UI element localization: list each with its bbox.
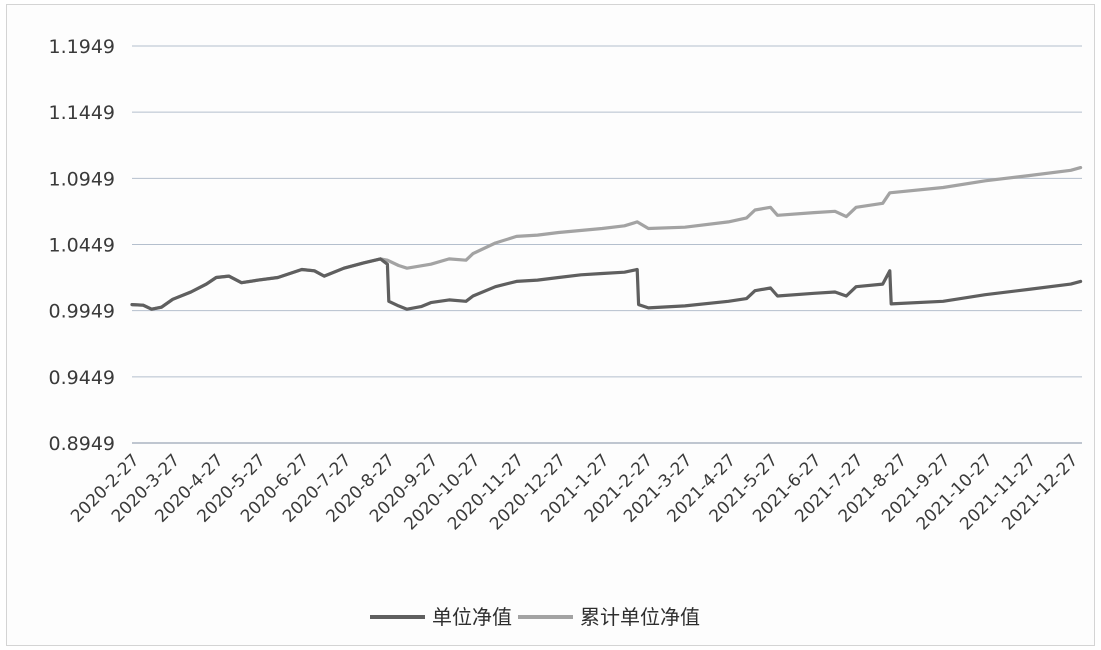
series-line [130, 166, 1083, 311]
x-axis-ticks: 2020-2-272020-3-272020-4-272020-5-272020… [67, 450, 1082, 534]
y-tick-label: 1.1949 [49, 36, 115, 58]
legend-label: 单位净值 [432, 605, 512, 629]
y-tick-label: 0.9449 [49, 367, 115, 389]
y-tick-label: 1.1449 [49, 102, 115, 124]
series-line [130, 257, 1083, 311]
y-tick-label: 0.9949 [49, 301, 115, 323]
y-tick-label: 1.0449 [49, 235, 115, 257]
y-axis-ticks: 1.1949 1.1449 1.0949 1.0449 0.9949 0.9449 0.89… [49, 36, 115, 455]
chart-frame [6, 4, 1095, 646]
series-lines [130, 166, 1083, 311]
legend-label: 累计单位净值 [580, 605, 700, 629]
y-tick-label: 1.0949 [49, 168, 115, 190]
gridlines [132, 45, 1082, 444]
y-tick-label: 0.8949 [49, 433, 115, 455]
legend: 单位净值 累计单位净值 [370, 605, 700, 629]
